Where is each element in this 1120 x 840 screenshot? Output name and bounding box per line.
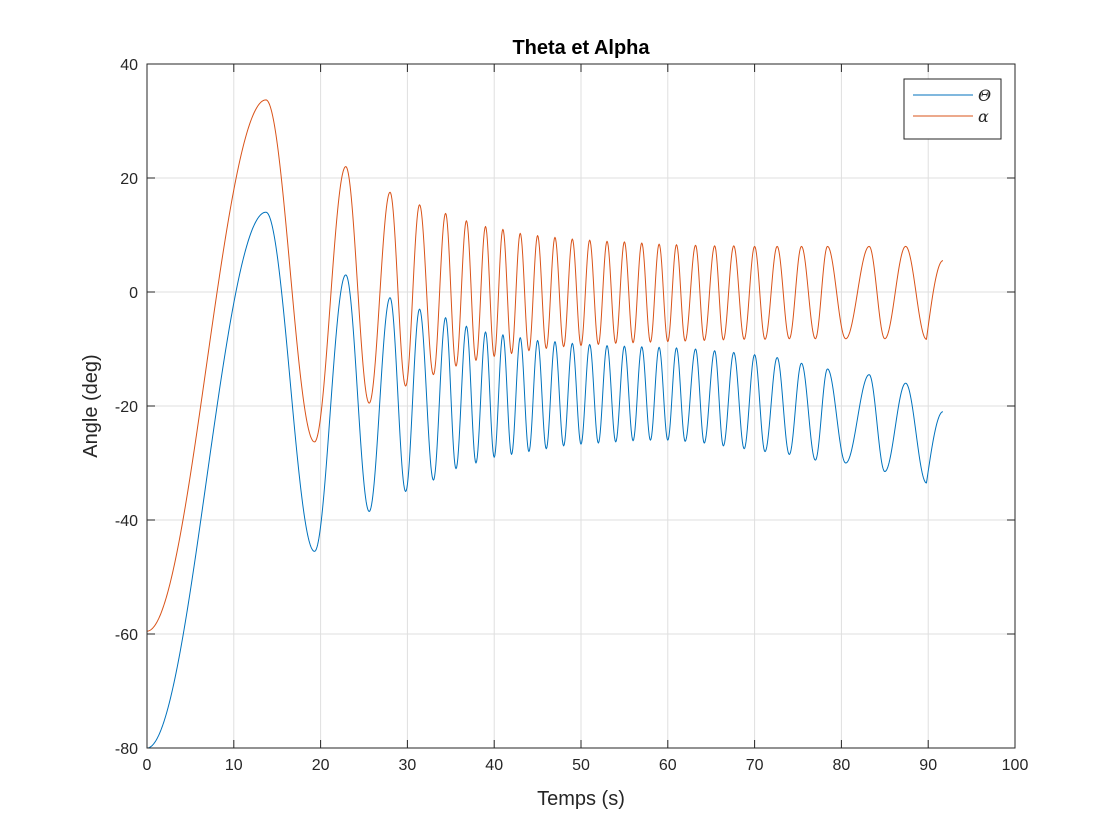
x-tick-label: 100 xyxy=(1002,757,1029,774)
x-axis-label: Temps (s) xyxy=(537,788,625,810)
x-tick-label: 90 xyxy=(919,757,937,774)
y-tick-label: -60 xyxy=(115,627,138,644)
legend-label-0: Θ xyxy=(978,86,991,105)
tick-group: 0 10 20 30 40 50 60 70 80 90 100 -80 -60 -40 -20 0 20 40 xyxy=(115,57,1029,774)
x-tick-label: 10 xyxy=(225,757,243,774)
x-tick-label: 60 xyxy=(659,757,677,774)
x-tick-label: 50 xyxy=(572,757,590,774)
x-tick-label: 30 xyxy=(399,757,417,774)
y-tick-label: 40 xyxy=(120,57,138,74)
x-tick-label: 20 xyxy=(312,757,330,774)
legend: Θα xyxy=(903,78,1002,140)
chart-title: Theta et Alpha xyxy=(512,37,650,59)
series-line-0 xyxy=(146,211,944,749)
y-tick-label: 0 xyxy=(129,285,138,302)
series-line-1 xyxy=(146,99,944,632)
y-tick-label: -20 xyxy=(115,399,138,416)
x-tick-label: 0 xyxy=(143,757,152,774)
y-axis-label: Angle (deg) xyxy=(80,354,102,457)
x-tick-label: 80 xyxy=(833,757,851,774)
legend-box xyxy=(903,78,1002,140)
x-tick-label: 40 xyxy=(485,757,503,774)
legend-label-1: α xyxy=(978,107,989,126)
series-group xyxy=(146,99,944,749)
y-tick-label: 20 xyxy=(120,171,138,188)
y-tick-label: -40 xyxy=(115,513,138,530)
x-tick-label: 70 xyxy=(746,757,764,774)
y-tick-label: -80 xyxy=(115,741,138,758)
